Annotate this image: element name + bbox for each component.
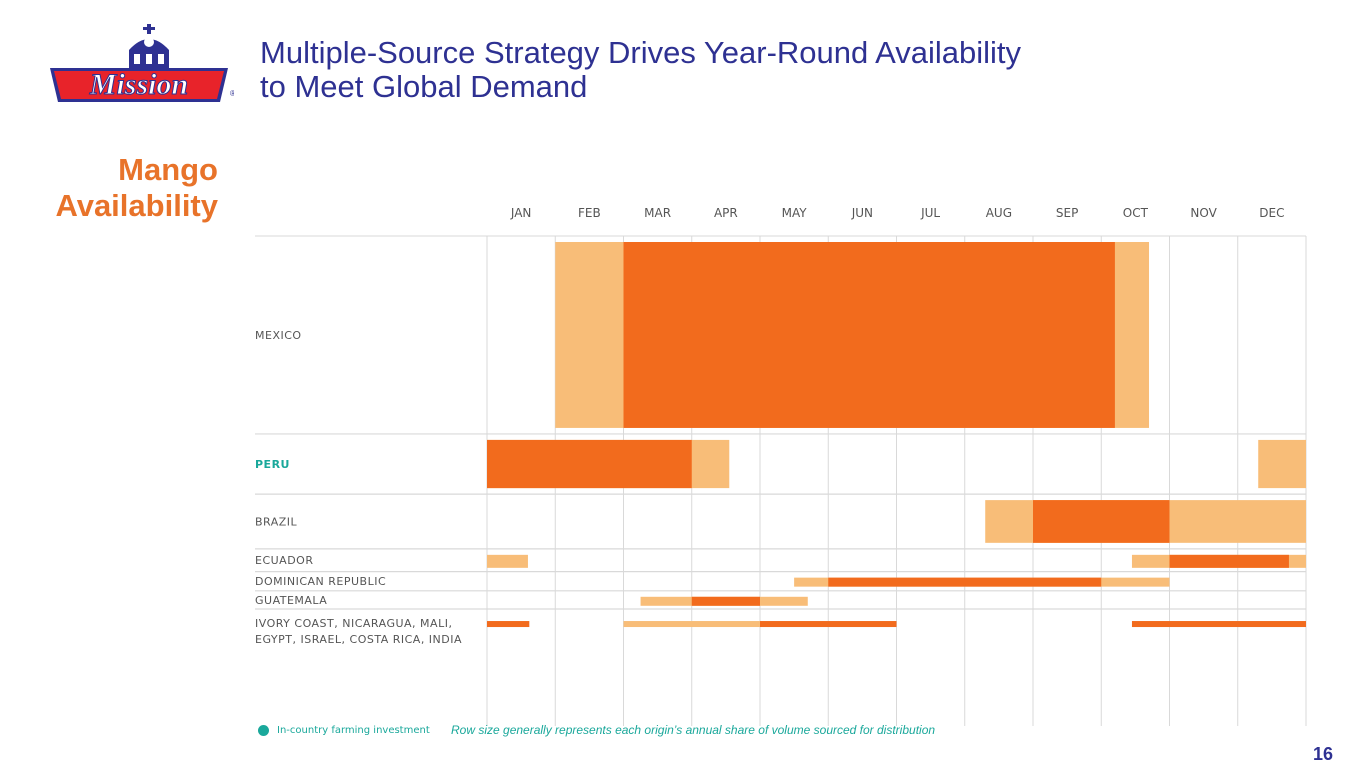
- month-label-may: MAY: [782, 206, 808, 220]
- svg-text:®: ®: [230, 89, 234, 98]
- month-label-nov: NOV: [1190, 206, 1217, 220]
- footnote: Row size generally represents each origi…: [451, 723, 936, 737]
- legend: In-country farming investment: [258, 725, 430, 736]
- availability-bar: [1258, 439, 1306, 489]
- section-title: Mango Availability: [55, 152, 218, 223]
- availability-bar: [1033, 500, 1170, 543]
- availability-bar: [1169, 554, 1289, 568]
- month-label-sep: SEP: [1056, 206, 1078, 220]
- month-label-feb: FEB: [578, 206, 601, 220]
- month-label-mar: MAR: [644, 206, 671, 220]
- month-label-apr: APR: [714, 206, 738, 220]
- row-label: GUATEMALA: [255, 594, 327, 607]
- availability-bar: [487, 621, 530, 628]
- mission-logo: Mission ®: [50, 24, 234, 102]
- month-label-jul: JUL: [920, 206, 940, 220]
- availability-bar: [623, 242, 1115, 428]
- row-label: DOMINICAN REPUBLIC: [255, 575, 386, 588]
- page-title: Multiple-Source Strategy Drives Year-Rou…: [260, 35, 1022, 104]
- row-label: IVORY COAST, NICARAGUA, MALI,: [255, 617, 452, 630]
- row-label: MEXICO: [255, 329, 302, 342]
- page-number: 16: [1312, 744, 1333, 764]
- month-label-aug: AUG: [986, 206, 1012, 220]
- availability-bar: [487, 554, 528, 568]
- availability-bar: [691, 596, 760, 606]
- legend-label: In-country farming investment: [277, 725, 430, 736]
- row-label: PERU: [255, 458, 290, 471]
- logo-wordmark: Mission: [89, 68, 188, 101]
- availability-bar: [828, 577, 1102, 587]
- month-label-jan: JAN: [510, 206, 532, 220]
- month-label-oct: OCT: [1123, 206, 1149, 220]
- farming-investment-dot-icon: [258, 725, 269, 736]
- availability-bar: [760, 621, 897, 628]
- month-label-dec: DEC: [1259, 206, 1284, 220]
- availability-bar: [487, 439, 692, 489]
- row-label: BRAZIL: [255, 515, 298, 528]
- row-label: EGYPT, ISRAEL, COSTA RICA, INDIA: [255, 633, 462, 646]
- month-label-jun: JUN: [851, 206, 873, 220]
- row-label: ECUADOR: [255, 554, 313, 567]
- bell-tower-icon: [129, 24, 169, 72]
- availability-bar: [623, 621, 760, 628]
- availability-bar: [1131, 621, 1306, 628]
